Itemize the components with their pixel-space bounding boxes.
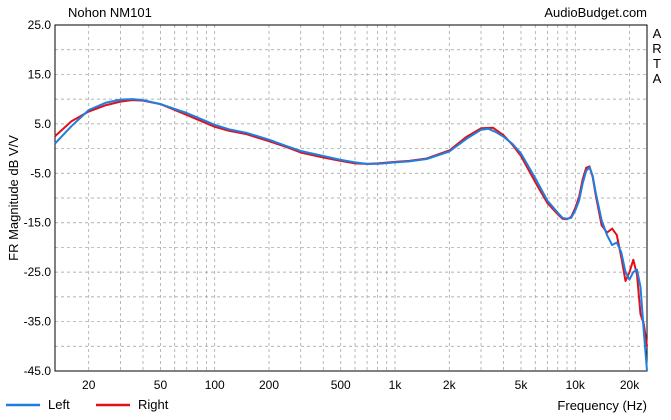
- y-tick-label: -25.0: [24, 265, 52, 279]
- y-tick-label: -45.0: [24, 364, 52, 378]
- x-tick-label: 20: [82, 378, 96, 392]
- chart-title: Nohon NM101: [68, 5, 152, 20]
- side-label-letter: R: [652, 41, 661, 56]
- y-axis-ticks: 25.0 15.0 5.0 -5.0 -15.0 -25.0 -35.0 -45.0: [24, 18, 52, 378]
- x-tick-label: 10k: [566, 378, 586, 392]
- x-axis-ticks: 20 50 100 200 500 1k 2k 5k 10k 20k: [82, 378, 640, 392]
- plot-area-frame: [54, 24, 648, 372]
- x-tick-label: 1k: [389, 378, 403, 392]
- y-tick-label: -15.0: [24, 216, 52, 230]
- series-line-left: [54, 98, 648, 372]
- side-label-letter: A: [653, 26, 662, 41]
- x-tick-label: 5k: [515, 378, 529, 392]
- legend: Left Right: [6, 397, 169, 412]
- x-tick-label: 20k: [620, 378, 640, 392]
- series-line-right: [54, 99, 648, 347]
- x-axis-label: Frequency (Hz): [557, 398, 647, 413]
- x-tick-label: 200: [259, 378, 279, 392]
- y-tick-label: 25.0: [28, 18, 52, 32]
- x-tick-label: 2k: [443, 378, 457, 392]
- y-tick-label: 5.0: [34, 117, 51, 131]
- series-lines: [54, 98, 648, 372]
- legend-label-left: Left: [48, 397, 70, 412]
- x-tick-label: 100: [205, 378, 225, 392]
- y-tick-label: 15.0: [28, 67, 52, 81]
- legend-label-right: Right: [138, 397, 169, 412]
- chart-watermark: AudioBudget.com: [544, 5, 647, 20]
- x-tick-label: 50: [154, 378, 168, 392]
- chart-grid: [55, 25, 647, 371]
- side-label-letter: A: [653, 71, 662, 86]
- y-tick-label: -5.0: [30, 166, 51, 180]
- y-tick-label: -35.0: [24, 315, 52, 329]
- side-label-letter: T: [653, 56, 661, 71]
- x-tick-label: 500: [331, 378, 351, 392]
- y-axis-label: FR Magnitude dB V/V: [6, 135, 21, 261]
